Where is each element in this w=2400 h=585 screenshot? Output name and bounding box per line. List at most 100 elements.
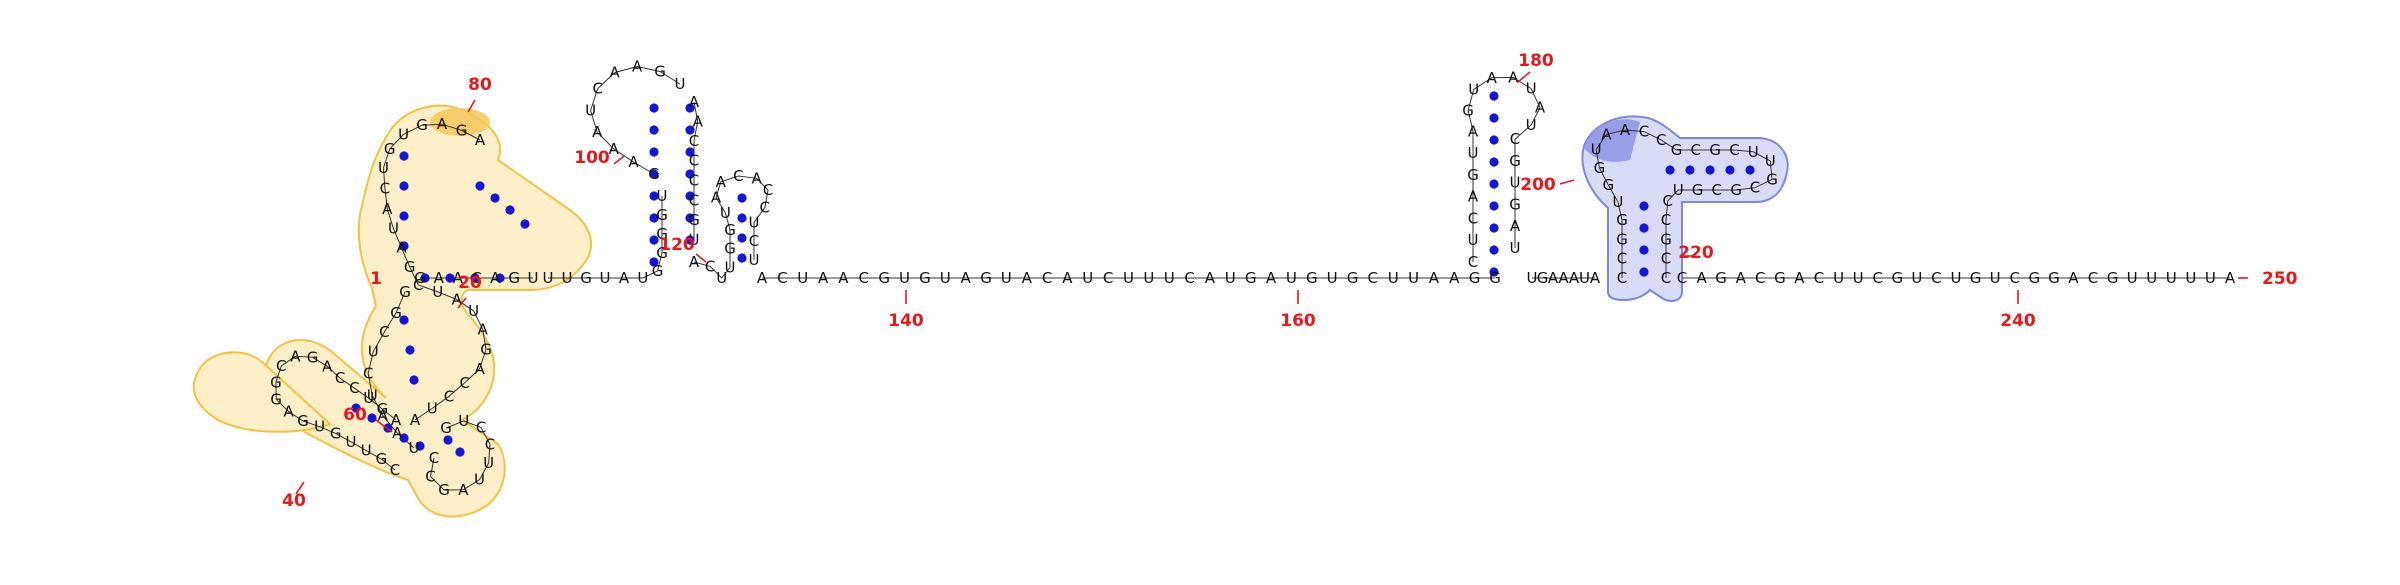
nucleotide: G <box>297 412 309 430</box>
nucleotide: U <box>361 442 372 460</box>
nucleotide: U <box>899 269 910 287</box>
base-pair-dot <box>420 273 430 283</box>
nucleotide: C <box>1639 123 1649 141</box>
nucleotide: C <box>1661 211 1671 229</box>
nucleotide: C <box>379 323 389 341</box>
base-pair-dot <box>1489 157 1499 167</box>
nucleotide: U <box>1765 152 1776 170</box>
nucleotide: C <box>476 419 486 437</box>
index-label-1: 1 <box>370 269 382 289</box>
nucleotide: C <box>1755 269 1765 287</box>
nucleotide: U <box>1911 269 1922 287</box>
base-pair-dot <box>649 103 659 113</box>
nucleotide: A <box>458 481 469 499</box>
highlight-blue-region <box>1581 115 1789 302</box>
index-label-120: 120 <box>659 235 695 255</box>
nucleotide: G <box>440 419 452 437</box>
nucleotide: U <box>1164 269 1175 287</box>
nucleotide: U <box>1579 269 1590 287</box>
nucleotide: C <box>1750 179 1760 197</box>
nucleotide: U <box>716 269 727 287</box>
backbone-hairpin-100-left <box>548 196 663 279</box>
nucleotide: C <box>733 167 743 185</box>
nucleotide: U <box>797 269 808 287</box>
nucleotide: U <box>1388 269 1399 287</box>
nucleotide: A <box>716 173 727 191</box>
base-pair-dot <box>737 193 747 203</box>
nucleotide: G <box>724 240 736 258</box>
nucleotide: A <box>609 64 620 82</box>
nucleotide: U <box>1990 269 2001 287</box>
nucleotide: U <box>528 269 539 287</box>
nucleotide: C <box>1042 269 1052 287</box>
nucleotide: A <box>474 360 485 378</box>
nucleotide: C <box>859 269 869 287</box>
nucleotide: U <box>1408 269 1419 287</box>
nucleotide: G <box>270 390 282 408</box>
nucleotide: G <box>1692 181 1704 199</box>
nucleotide: A <box>453 269 464 287</box>
nucleotide: U <box>458 412 469 430</box>
nucleotide: C <box>485 435 495 453</box>
nucleotide: A <box>1510 217 1521 235</box>
base-pair-dots <box>351 91 1755 457</box>
base-pair-dot <box>685 125 695 135</box>
nucleotide: A <box>396 239 407 257</box>
nucleotide: C <box>1729 141 1739 159</box>
nucleotide: A <box>1266 269 1277 287</box>
nucleotide: G <box>307 348 319 366</box>
base-pair-dot <box>399 151 409 161</box>
base-pair-dot <box>455 447 465 457</box>
nucleotide: U <box>432 283 443 301</box>
nucleotide: U <box>1001 269 1012 287</box>
nucleotide: C <box>1184 269 1194 287</box>
nucleotide: U <box>346 433 357 451</box>
nucleotide: G <box>1660 230 1672 248</box>
backbone-loop-60-return <box>429 420 491 491</box>
nucleotide: G <box>878 269 890 287</box>
nucleotide: C <box>380 179 390 197</box>
base-pair-dot <box>649 235 659 245</box>
nucleotide: C <box>276 357 286 375</box>
base-pair-dot <box>1489 135 1499 145</box>
base-pair-dot <box>649 147 659 157</box>
nucleotide: C <box>1368 269 1378 287</box>
nucleotide: C <box>349 379 359 397</box>
base-pair-dot <box>737 233 747 243</box>
base-pair-dot <box>475 181 485 191</box>
nucleotide: U <box>1951 269 1962 287</box>
nucleotide: U <box>940 269 951 287</box>
index-tick-40 <box>295 481 305 495</box>
nucleotide: C <box>459 374 469 392</box>
nucleotide: A <box>382 200 393 218</box>
nucleotide: C <box>1677 269 1687 287</box>
nucleotide: U <box>543 269 554 287</box>
index-tick-120 <box>695 253 707 263</box>
base-pair-dot <box>685 235 695 245</box>
nucleotide: G <box>656 206 668 224</box>
nucleotide: A <box>757 269 768 287</box>
nucleotide: C <box>592 80 602 98</box>
base-pair-dot <box>351 403 361 413</box>
nucleotide: A <box>689 253 700 271</box>
nucleotide: A <box>711 189 722 207</box>
highlight-yellow-0 <box>262 104 592 518</box>
index-label-250: 250 <box>2262 269 2298 289</box>
nucleotide: U <box>483 454 494 472</box>
nucleotide: C <box>689 132 699 150</box>
nucleotide: U <box>1082 269 1093 287</box>
nucleotide: U <box>398 125 409 143</box>
nucleotide: A <box>391 411 402 429</box>
nucleotide: G <box>654 63 666 81</box>
nucleotide: A <box>1022 269 1033 287</box>
base-pair-dot <box>367 413 377 423</box>
nucleotide: A <box>1062 269 1073 287</box>
nucleotide: U <box>585 102 596 120</box>
backbone-loop-40 <box>275 355 397 471</box>
nucleotide: U <box>1468 81 1479 99</box>
nucleotide: U <box>1853 269 1864 287</box>
base-pair-dot <box>685 147 695 157</box>
nucleotide: C <box>1468 253 1478 271</box>
nucleotide: G <box>980 269 992 287</box>
nucleotide: C <box>429 449 439 467</box>
